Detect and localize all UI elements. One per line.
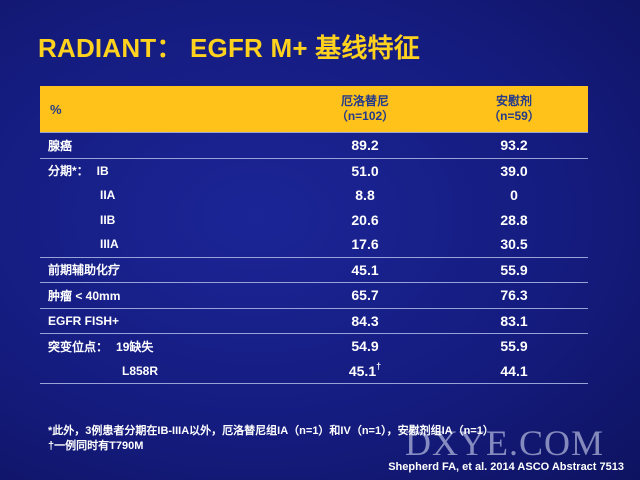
table-header-row: % 厄洛替尼 （n=102） 安慰剂 （n=59） [40,86,588,133]
citation: Shepherd FA, et al. 2014 ASCO Abstract 7… [388,461,624,473]
table-row: EGFR FISH+ 84.3 83.1 [40,307,588,334]
placebo-value: 55.9 [440,256,588,283]
header-placebo-n: （n=59） [488,109,540,123]
erlotinib-value: 45.1† [290,358,440,384]
table-row: 肿瘤 < 40mm 65.7 76.3 [40,282,588,308]
placebo-value: 30.5 [500,236,528,253]
erlotinib-value: 54.9 [290,333,440,359]
mutation-19del-label: 19缺失 [116,339,154,354]
row-label: 突变位点： 19缺失 [40,333,290,359]
header-placebo: 安慰剂 （n=59） [440,86,588,133]
table-row: IIIA 17.6 30.5 [40,232,588,257]
table-row: 腺癌 89.2 93.2 [40,132,588,158]
erlotinib-value: 51.0 [290,157,440,183]
table-row: IIB 20.6 28.8 [40,208,588,233]
stage-iib-label: IIB [100,212,116,227]
slide-title: RADIANT： EGFR M+ 基线特征 [38,33,420,63]
erlotinib-value: 20.6 [351,211,379,228]
erlotinib-value: 8.8 [355,187,375,204]
row-label: 腺癌 [40,132,290,158]
table-row: IIA 8.8 0 [40,183,588,208]
row-label: IIB [40,208,290,233]
erlotinib-value: 17.6 [351,236,379,253]
placebo-value: 44.1 [440,358,588,384]
stage-iia-label: IIA [100,188,116,203]
placebo-value: 39.0 [440,157,588,183]
row-label: 前期辅助化疗 [40,256,290,283]
table-row: 突变位点： 19缺失 54.9 55.9 [40,333,588,359]
placebo-value: 93.2 [440,132,588,158]
stage-label: 分期*： [48,164,89,179]
header-unit: % [50,101,62,117]
table-row: 前期辅助化疗 45.1 55.9 [40,256,588,283]
header-erlotinib-n: （n=102） [335,109,395,123]
erlotinib-value-text: 45.1 [348,362,377,379]
row-label: IIIA [40,232,290,257]
mutation-l858r-label: L858R [122,363,159,378]
stage-iiia-label: IIIA [100,237,119,252]
row-label: 分期*： IB [40,157,290,183]
row-label: IIA [40,183,290,208]
header-erlotinib: 厄洛替尼 （n=102） [290,86,440,133]
placebo-value: 83.1 [440,307,588,334]
mutation-label: 突变位点： [48,339,109,354]
row-label: 肿瘤 < 40mm [40,282,290,308]
row-label: EGFR FISH+ [40,307,290,334]
erlotinib-value: 89.2 [290,132,440,158]
dagger-mark: † [376,360,382,371]
table-row: 分期*： IB 51.0 39.0 [40,157,588,183]
placebo-value: 28.8 [500,211,528,228]
watermark: DXYE.COM [405,423,605,463]
stage-ib-label: IB [96,164,109,179]
placebo-value: 0 [510,187,518,204]
placebo-value: 55.9 [440,333,588,359]
header-placebo-name: 安慰剂 [495,94,532,108]
baseline-table: % 厄洛替尼 （n=102） 安慰剂 （n=59） 腺癌 89.2 93.2 分… [40,86,588,384]
footnote-line2: †一例同时有T790M [48,440,144,452]
row-label: L858R [40,358,290,384]
placebo-value: 76.3 [440,282,588,308]
erlotinib-value: 65.7 [290,282,440,308]
erlotinib-value: 84.3 [290,307,440,334]
header-erlotinib-name: 厄洛替尼 [340,94,389,108]
footnote-line1: *此外，3例患者分期在IB-IIIA以外，厄洛替尼组IA（n=1）和IV（n=1… [48,425,494,437]
footnote: *此外，3例患者分期在IB-IIIA以外，厄洛替尼组IA（n=1）和IV（n=1… [48,424,494,454]
erlotinib-value: 45.1 [290,256,440,283]
table-row: L858R 45.1† 44.1 [40,358,588,384]
